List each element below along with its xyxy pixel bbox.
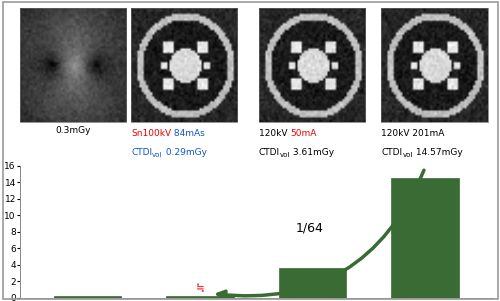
Text: 3.61mGy: 3.61mGy [290,148,334,157]
Bar [382,8,488,122]
Bar [20,8,126,122]
Bar [258,8,365,122]
Bar [166,296,234,298]
Text: Sn100kV: Sn100kV [131,129,171,138]
Text: 120kV 201mA: 120kV 201mA [382,129,445,138]
Text: vol: vol [280,152,290,158]
Text: vol: vol [402,152,413,158]
Text: 120kV: 120kV [258,129,290,138]
Text: 0.3mGy: 0.3mGy [56,126,91,135]
Text: vol: vol [152,152,162,158]
Bar [391,178,459,298]
FancyArrowPatch shape [218,170,424,299]
Text: 1/64: 1/64 [296,221,324,234]
Text: CTDI: CTDI [258,148,280,157]
Text: 14.57mGy: 14.57mGy [413,148,463,157]
Text: CTDI: CTDI [382,148,402,157]
Bar [131,8,238,122]
Bar [279,268,346,298]
Text: CTDI: CTDI [131,148,152,157]
Text: DLP  10.4mGy cm: DLP 10.4mGy cm [131,166,212,175]
Bar [54,296,121,298]
Text: ≒: ≒ [196,284,204,293]
Text: DLP  667mGy cm: DLP 667mGy cm [382,166,460,175]
Text: 0.29mGy: 0.29mGy [162,148,206,157]
Text: DLP  113mGy cm: DLP 113mGy cm [258,166,336,175]
Text: 50mA: 50mA [290,129,316,138]
Text: 84mAs: 84mAs [171,129,205,138]
